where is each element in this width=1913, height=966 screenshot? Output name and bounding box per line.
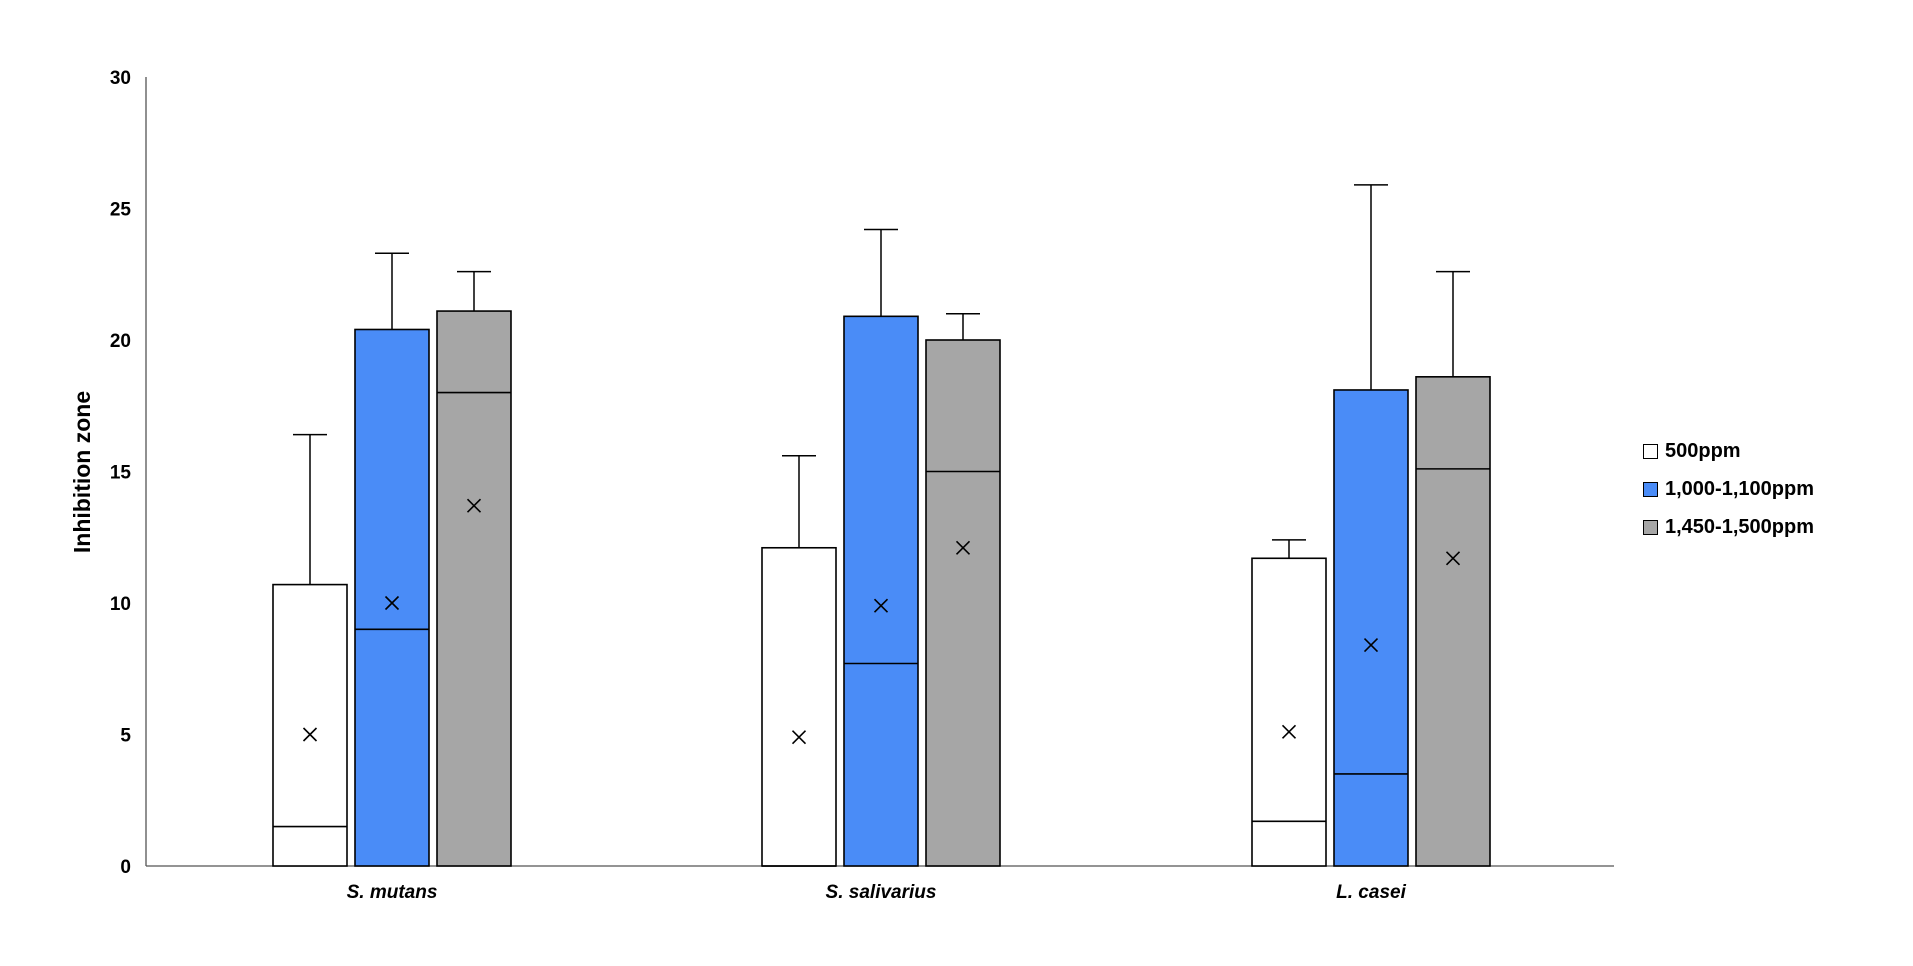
legend: 500ppm 1,000-1,100ppm 1,450-1,500ppm [1643, 432, 1814, 546]
y-tick-label-20: 20 [110, 331, 131, 352]
y-axis-ticks: 0 5 10 15 20 25 30 [110, 68, 132, 878]
box-s-mutans-1-000-1-100ppm [354, 328, 430, 867]
mean-marker-s-mutans-1-000-1-100ppm [384, 595, 400, 611]
legend-item-1450-1500ppm: 1,450-1,500ppm [1643, 508, 1814, 546]
legend-swatch-1450-1500ppm [1643, 519, 1658, 535]
box-group-s-salivarius [761, 228, 1001, 867]
box-groups [272, 184, 1491, 867]
legend-item-500ppm: 500ppm [1643, 432, 1814, 470]
legend-item-1000-1100ppm: 1,000-1,100ppm [1643, 470, 1814, 508]
legend-label-500ppm: 500ppm [1665, 439, 1741, 462]
mean-marker-l-casei-1-000-1-100ppm [1363, 638, 1379, 653]
mean-marker-stroke-b [873, 598, 889, 613]
mean-marker-stroke-b [384, 595, 400, 611]
box-l-casei-500ppm [1251, 557, 1327, 867]
box-s-mutans-500ppm [272, 583, 348, 867]
mean-marker-s-salivarius-1-000-1-100ppm [873, 598, 889, 613]
legend-swatch-1000-1100ppm [1643, 481, 1658, 497]
box-s-mutans-1-450-1-500ppm [436, 310, 512, 867]
x-axis-category-labels: S. mutans S. salivarius L. casei [347, 882, 1407, 903]
category-label-s-salivarius: S. salivarius [826, 882, 937, 903]
mean-marker-s-salivarius-500ppm [791, 730, 807, 745]
box-group-l-casei [1251, 184, 1491, 867]
box-l-casei-1-000-1-100ppm [1333, 389, 1409, 867]
y-tick-label-30: 30 [110, 68, 131, 89]
category-label-l-casei: L. casei [1336, 882, 1406, 903]
mean-marker-stroke-b [791, 730, 807, 745]
mean-marker-l-casei-500ppm [1281, 724, 1297, 739]
legend-label-1450-1500ppm: 1,450-1,500ppm [1665, 515, 1814, 538]
mean-marker-s-mutans-500ppm [302, 727, 318, 742]
mean-marker-stroke-b [1445, 551, 1461, 566]
y-tick-label-15: 15 [110, 463, 132, 484]
box-s-salivarius-500ppm [761, 546, 837, 867]
legend-swatch-500ppm [1643, 443, 1658, 459]
box-s-salivarius-1-450-1-500ppm [925, 339, 1001, 867]
box-s-salivarius-1-000-1-100ppm [843, 315, 919, 867]
y-tick-label-25: 25 [110, 200, 132, 221]
mean-marker-s-mutans-1-450-1-500ppm [466, 498, 482, 513]
mean-marker-stroke-b [302, 727, 318, 742]
category-label-s-mutans: S. mutans [347, 882, 438, 903]
y-tick-label-10: 10 [110, 594, 131, 615]
mean-marker-stroke-b [955, 540, 971, 555]
y-tick-label-5: 5 [120, 726, 131, 747]
mean-marker-stroke-b [466, 498, 482, 513]
box-l-casei-1-450-1-500ppm [1415, 376, 1491, 867]
y-axis-title: Inhibition zone [69, 391, 95, 553]
legend-label-1000-1100ppm: 1,000-1,100ppm [1665, 477, 1814, 500]
mean-marker-stroke-b [1281, 724, 1297, 739]
mean-marker-l-casei-1-450-1-500ppm [1445, 551, 1461, 566]
mean-marker-s-salivarius-1-450-1-500ppm [955, 540, 971, 555]
y-tick-label-0: 0 [120, 857, 131, 878]
mean-marker-stroke-b [1363, 638, 1379, 653]
box-group-s-mutans [272, 252, 512, 867]
